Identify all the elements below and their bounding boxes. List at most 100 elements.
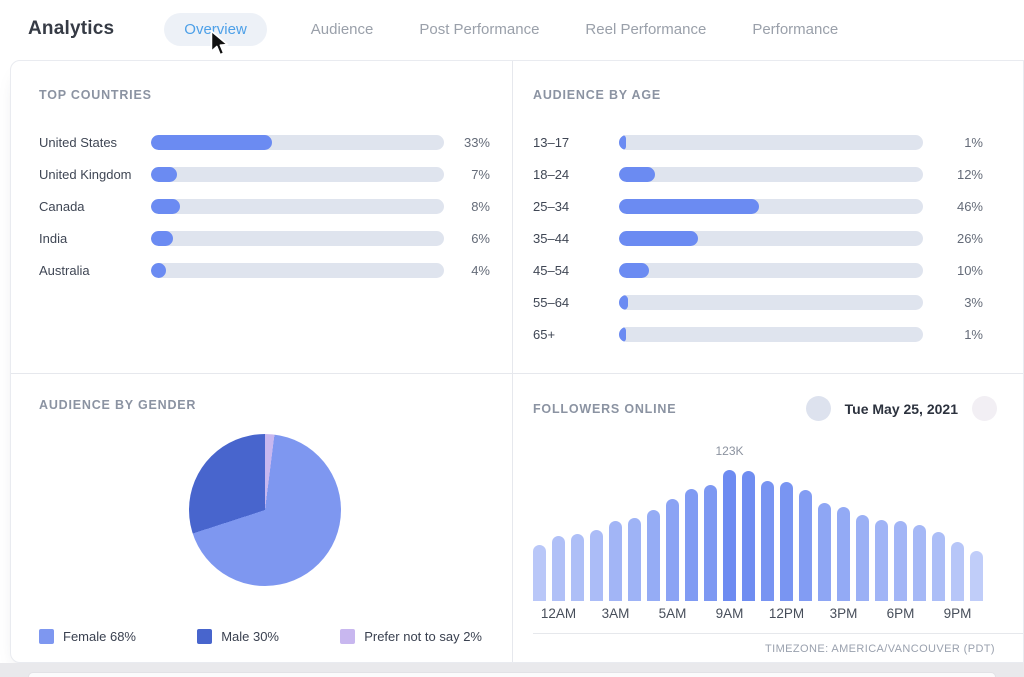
- date-label: Tue May 25, 2021: [844, 400, 958, 417]
- age-row: 25–34 46%: [533, 190, 1023, 222]
- hour-bar: [647, 510, 660, 601]
- hour-bar: [799, 490, 812, 601]
- category-label: 25–34: [533, 198, 570, 214]
- tab-overview[interactable]: Overview: [164, 12, 267, 46]
- tab-performance[interactable]: Performance: [750, 13, 840, 46]
- hour-tick-label: 5AM: [658, 606, 687, 621]
- category-label: Canada: [39, 198, 85, 214]
- value-label: 1%: [964, 134, 983, 150]
- hour-tick-label: 9AM: [715, 606, 744, 621]
- bar-track: [619, 134, 923, 150]
- hour-bar: [533, 545, 546, 601]
- hour-bar: [837, 507, 850, 601]
- bar-fill: [151, 166, 177, 182]
- panel-audience-by-age: AUDIENCE BY AGE 13–17 1% 18–24 12% 25–34 46% 3…: [513, 61, 1023, 374]
- tab-post-performance[interactable]: Post Performance: [417, 13, 541, 46]
- hourly-bars: [533, 470, 984, 601]
- bar-fill: [151, 230, 173, 246]
- bar-fill: [619, 198, 759, 214]
- legend-label: Prefer not to say 2%: [364, 629, 482, 644]
- country-row: India 6%: [39, 222, 490, 254]
- category-label: India: [39, 230, 68, 246]
- bar-track: [619, 294, 923, 310]
- age-row: 45–54 10%: [533, 254, 1023, 286]
- category-label: 13–17: [533, 134, 570, 150]
- gender-pie-chart: [188, 434, 341, 586]
- age-row: 35–44 26%: [533, 222, 1023, 254]
- legend-swatch: [39, 629, 54, 644]
- audience-by-age-chart: 13–17 1% 18–24 12% 25–34 46% 35–44 26% 45–54 10% 5…: [533, 126, 1023, 350]
- country-row: Canada 8%: [39, 190, 490, 222]
- bar-fill: [151, 262, 166, 278]
- tab-reel-performance[interactable]: Reel Performance: [583, 13, 708, 46]
- timezone-label: TIMEZONE: AMERICA/VANCOUVER (PDT): [765, 643, 995, 655]
- category-label: 45–54: [533, 262, 570, 278]
- bar-track: [151, 198, 444, 214]
- page-background-strip: [0, 663, 1024, 677]
- hour-bar: [590, 530, 603, 601]
- hour-bar: [609, 521, 622, 601]
- top-nav: Analytics Overview Audience Post Performan…: [0, 0, 1024, 58]
- followers-online-title: FOLLOWERS ONLINE: [533, 401, 677, 416]
- bar-fill: [619, 262, 650, 278]
- hour-bar: [951, 542, 964, 601]
- hour-bar: [761, 481, 774, 601]
- previous-date-button[interactable]: [805, 396, 831, 421]
- bar-track: [619, 326, 923, 342]
- country-row: United States 33%: [39, 126, 490, 158]
- country-row: United Kingdom 7%: [39, 158, 490, 190]
- hour-bar: [875, 520, 888, 601]
- category-label: United States: [39, 134, 118, 150]
- hour-bar: [818, 503, 831, 601]
- tab-bar: Overview Audience Post Performance Reel Per…: [164, 12, 840, 46]
- followers-online-header: FOLLOWERS ONLINE Tue May 25, 2021: [533, 396, 1023, 421]
- bar-fill: [619, 166, 656, 182]
- panel-top-countries: TOP COUNTRIES United States 33% United Kin…: [11, 61, 513, 374]
- followers-online-chart: 123K: [533, 444, 984, 601]
- hour-tick-label: 12AM: [540, 606, 577, 621]
- bar-track: [151, 230, 444, 246]
- legend-swatch: [197, 629, 213, 644]
- hour-bar: [780, 482, 793, 601]
- hour-axis-labels: 12AM 3AM 5AM 9AM 12PM 3PM 6PM 9PM: [533, 604, 984, 628]
- bar-track: [151, 262, 444, 278]
- legend-label: Male 30%: [221, 629, 279, 644]
- date-controls: Tue May 25, 2021: [805, 396, 997, 421]
- panel-followers-online: FOLLOWERS ONLINE Tue May 25, 2021 123K 1…: [513, 374, 1023, 662]
- tab-audience[interactable]: Audience: [309, 13, 376, 46]
- value-label: 6%: [471, 230, 490, 246]
- bar-track: [151, 134, 444, 150]
- next-date-button[interactable]: [972, 396, 997, 421]
- value-label: 33%: [463, 134, 490, 150]
- peak-value-label: 123K: [715, 444, 744, 458]
- bar-track: [619, 198, 923, 214]
- age-row: 18–24 12%: [533, 158, 1023, 190]
- country-row: Australia 4%: [39, 254, 490, 286]
- hour-bar: [894, 521, 907, 601]
- audience-by-age-title: AUDIENCE BY AGE: [533, 88, 661, 102]
- top-countries-title: TOP COUNTRIES: [39, 88, 152, 102]
- hour-bar: [552, 536, 565, 601]
- timezone-divider: [533, 633, 1023, 634]
- hour-bar: [970, 551, 983, 601]
- category-label: 35–44: [533, 230, 570, 246]
- bar-fill: [151, 198, 181, 214]
- value-label: 7%: [471, 166, 490, 182]
- bar-fill: [619, 230, 699, 246]
- legend-item: Male 30%: [197, 629, 279, 644]
- hour-bar: [571, 534, 584, 601]
- legend-swatch: [340, 629, 356, 644]
- hour-bar: [723, 470, 736, 601]
- value-label: 4%: [471, 262, 490, 278]
- hour-tick-label: 9PM: [943, 606, 972, 621]
- value-label: 12%: [956, 166, 983, 182]
- age-row: 65+ 1%: [533, 318, 1023, 350]
- hour-bar: [856, 515, 869, 601]
- legend-item: Prefer not to say 2%: [340, 629, 482, 644]
- hour-tick-label: 3PM: [829, 606, 858, 621]
- value-label: 1%: [964, 326, 983, 342]
- hour-tick-label: 6PM: [886, 606, 915, 621]
- next-card-edge: [28, 672, 996, 677]
- legend-label: Female 68%: [63, 629, 136, 644]
